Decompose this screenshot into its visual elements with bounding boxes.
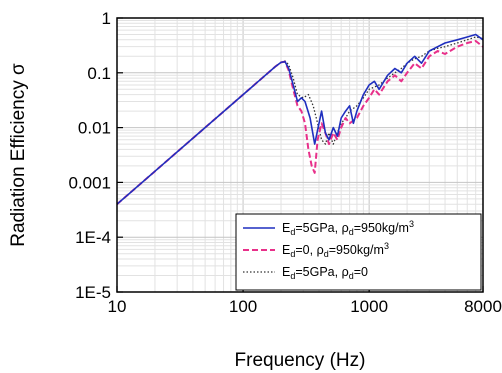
tick-labels: 10 100 1000 8000 1 0.1 0.01 0.001 1E-4 1E-5 (68, 9, 501, 316)
y-tick-label: 0.001 (68, 173, 111, 192)
series-line-2 (116, 40, 484, 205)
axis-ticks (116, 17, 484, 293)
legend: Ed=5GPa, ρd=950kg/m3 Ed=0, ρd=950kg/m3 Ed=… (235, 213, 482, 291)
x-tick-label: 8000 (464, 297, 502, 316)
y-tick-label: 0.01 (78, 119, 111, 138)
series-layer (116, 33, 484, 205)
legend-label-2: Ed=0, ρd=950kg/m3 (282, 241, 389, 259)
x-tick-label: 10 (108, 297, 127, 316)
y-tick-label: 0.1 (87, 64, 111, 83)
series-line-3 (116, 36, 484, 205)
legend-box (235, 213, 482, 291)
legend-label-3: Ed=5GPa, ρd=0 (282, 265, 368, 281)
x-tick-label: 100 (229, 297, 257, 316)
plot-frame (116, 17, 484, 293)
y-tick-label: 1 (102, 9, 111, 28)
y-axis-title: Radiation Efficiency σ (8, 63, 29, 247)
y-tick-label: 1E-5 (75, 283, 111, 302)
series-line-1 (116, 33, 484, 205)
legend-label-1: Ed=5GPa, ρd=950kg/m3 (282, 219, 414, 237)
x-tick-label: 1000 (350, 297, 388, 316)
x-axis-title: Frequency (Hz) (235, 350, 366, 371)
y-tick-label: 1E-4 (75, 228, 111, 247)
